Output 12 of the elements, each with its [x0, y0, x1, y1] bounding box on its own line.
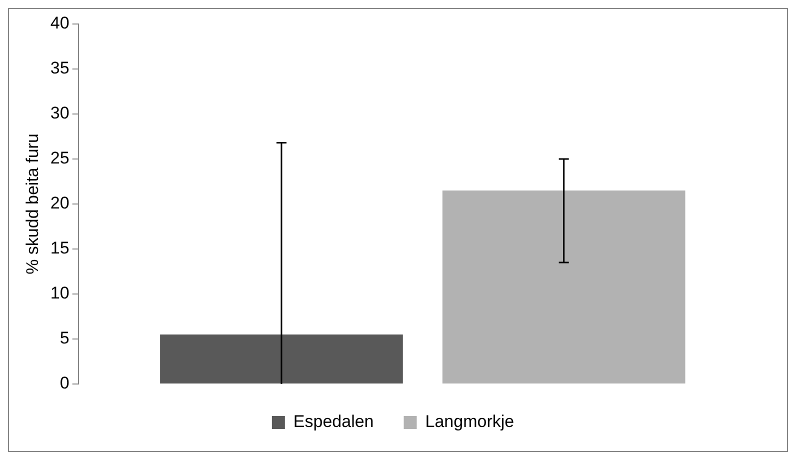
- y-axis-title: % skudd beita furu: [22, 134, 42, 274]
- y-tick-label: 25: [50, 148, 70, 168]
- legend-label: Espedalen: [293, 412, 374, 432]
- y-tick-label: 10: [50, 284, 70, 303]
- y-tick-label: 0: [60, 374, 70, 393]
- y-tick-label: 15: [50, 238, 70, 258]
- y-tick-label: 40: [50, 14, 70, 33]
- y-tick-label: 5: [60, 328, 70, 348]
- y-tick-label: 35: [50, 58, 70, 78]
- y-tick-label: 20: [50, 194, 70, 213]
- legend-label: Langmorkje: [425, 412, 514, 432]
- y-tick-label: 30: [50, 104, 70, 123]
